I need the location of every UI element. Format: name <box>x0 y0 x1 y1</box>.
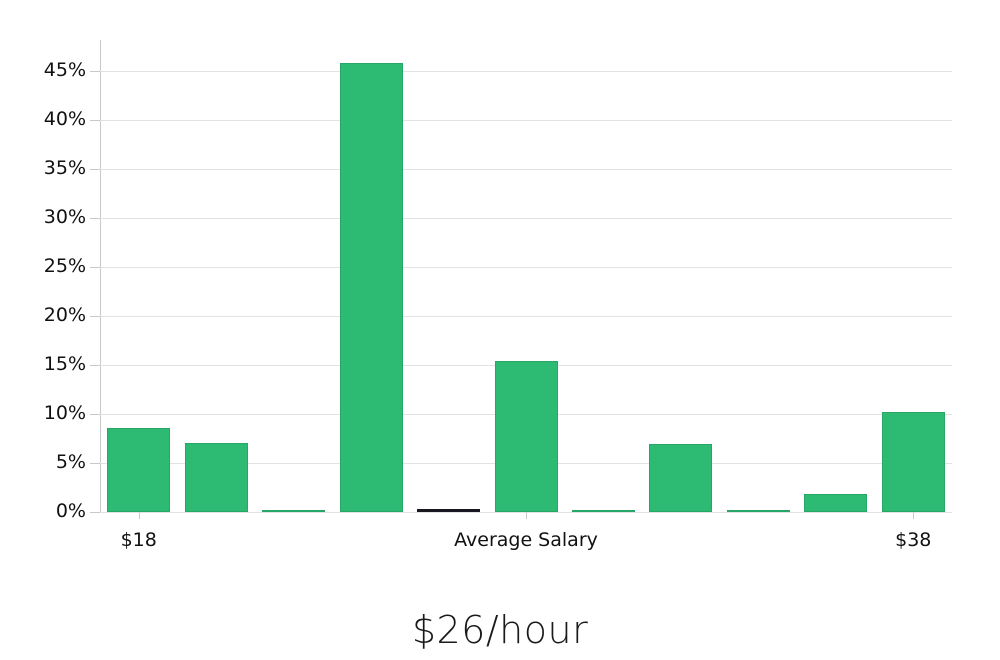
y-tick-label: 20% <box>43 304 86 327</box>
y-tick-label: 5% <box>55 451 86 474</box>
y-tick <box>90 511 100 513</box>
bar <box>339 62 403 512</box>
y-tick-label: 15% <box>43 353 86 376</box>
y-gridline <box>100 70 952 72</box>
chart-title: $26/hour <box>411 608 589 652</box>
bar <box>571 510 635 512</box>
bar <box>804 494 868 512</box>
y-tick <box>90 119 100 121</box>
bar <box>881 412 945 512</box>
y-tick <box>90 168 100 170</box>
y-tick <box>90 266 100 268</box>
y-tick-label: 45% <box>43 59 86 82</box>
bar <box>184 443 248 512</box>
x-tick <box>526 512 527 519</box>
bar <box>726 510 790 512</box>
y-tick-label: 10% <box>43 402 86 425</box>
bar <box>494 361 558 512</box>
y-tick <box>90 462 100 464</box>
x-tick-label: $38 <box>895 529 932 551</box>
bar <box>262 510 326 512</box>
y-gridline <box>100 168 952 170</box>
y-tick <box>90 413 100 415</box>
plot-area <box>100 40 952 513</box>
y-tick <box>90 70 100 72</box>
x-tick-label: $18 <box>120 529 157 551</box>
y-tick-label: 30% <box>43 206 86 229</box>
x-tick <box>913 512 915 519</box>
y-tick-label: 25% <box>43 255 86 278</box>
bar <box>107 427 171 512</box>
y-tick-label: 0% <box>55 500 86 522</box>
y-tick <box>90 315 100 317</box>
x-tick <box>138 512 140 519</box>
bar <box>649 444 713 512</box>
y-axis-line <box>100 40 101 512</box>
y-gridline <box>100 266 952 268</box>
y-tick-label: 40% <box>43 108 86 131</box>
y-gridline <box>100 315 952 317</box>
highlighted-bar <box>417 508 481 512</box>
x-tick-label: Average Salary <box>454 529 598 551</box>
y-gridline <box>100 217 952 219</box>
y-tick <box>90 217 100 219</box>
y-tick <box>90 364 100 366</box>
y-gridline <box>100 119 952 121</box>
y-tick-label: 35% <box>43 157 86 180</box>
